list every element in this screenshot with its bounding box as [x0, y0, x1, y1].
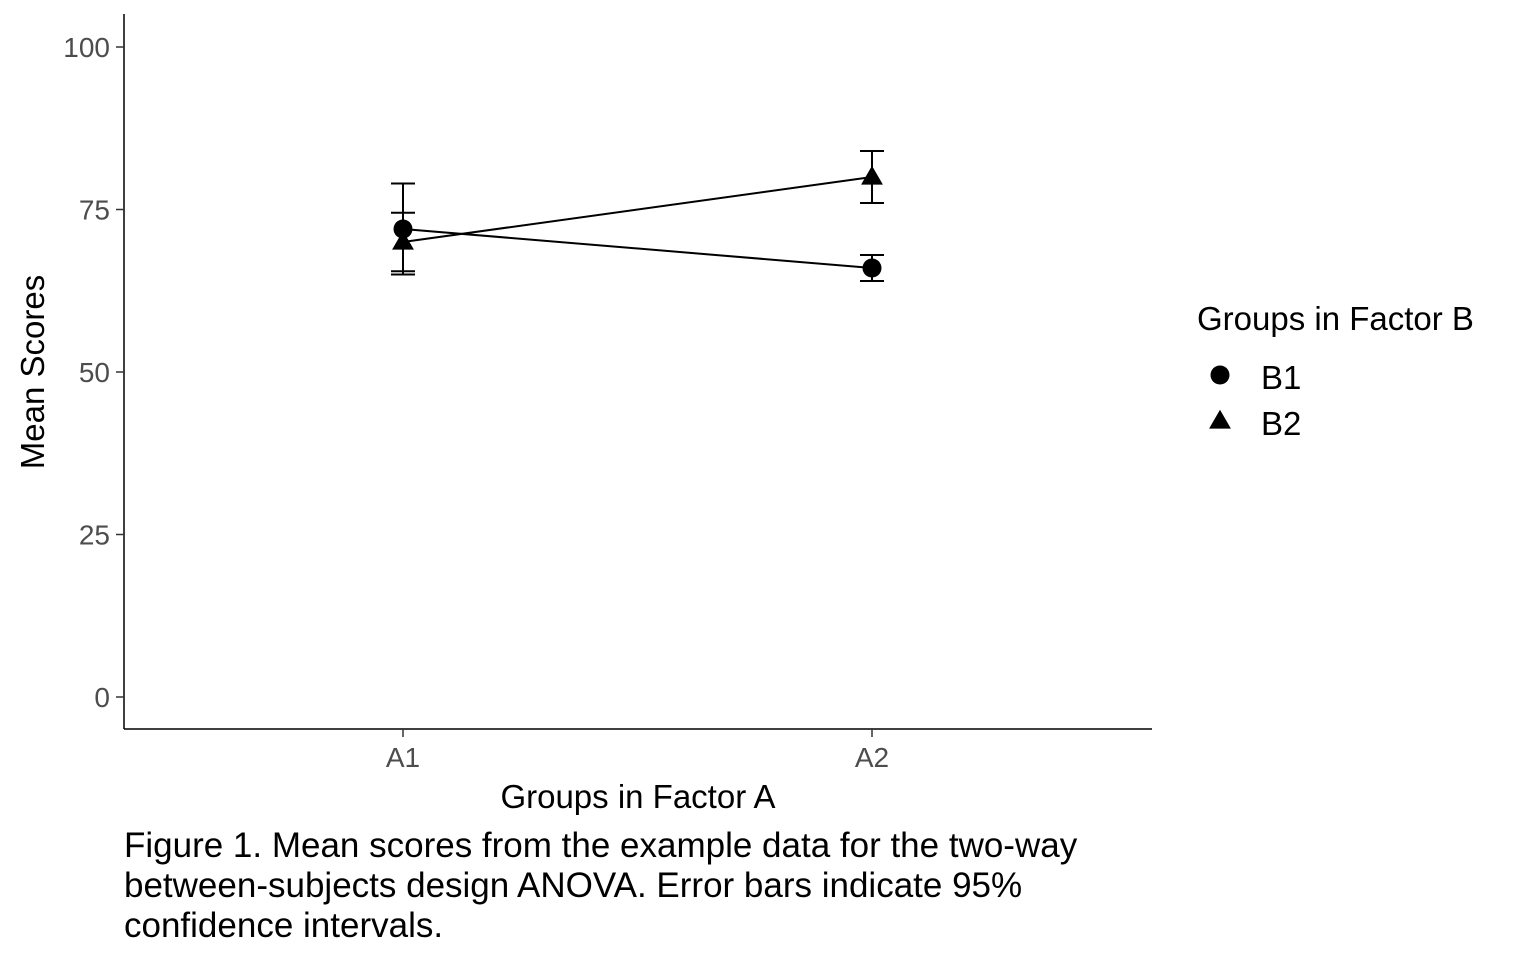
x-axis-title: Groups in Factor A: [500, 778, 775, 815]
data-point-b2-a2: [861, 165, 883, 185]
data-point-b1-a2: [862, 258, 882, 278]
legend-key-b1: [1210, 365, 1230, 385]
series-line-b2: [402, 176, 873, 243]
x-tick-label: A1: [386, 742, 420, 773]
y-axis-title: Mean Scores: [14, 275, 51, 469]
legend-key-b2: [1209, 409, 1231, 429]
y-tick-label: 100: [63, 32, 110, 63]
y-tick-label: 50: [79, 357, 110, 388]
axes: [123, 14, 1152, 730]
y-tick-label: 25: [79, 520, 110, 551]
y-tick-label: 0: [94, 682, 110, 713]
legend-item-b1: B1: [1210, 359, 1301, 396]
legend-title: Groups in Factor B: [1197, 300, 1474, 337]
y-tick-label: 75: [79, 195, 110, 226]
figure-caption: Figure 1. Mean scores from the example d…: [124, 826, 1078, 945]
x-ticks: A1 A2: [386, 729, 889, 773]
error-bars: [391, 150, 884, 282]
legend-label: B1: [1261, 359, 1301, 396]
data-points: [392, 165, 883, 278]
data-point-b2-a1: [392, 230, 414, 250]
legend-item-b2: B2: [1209, 405, 1301, 442]
series-lines: [402, 176, 873, 269]
legend-label: B2: [1261, 405, 1301, 442]
series-line-b1: [402, 228, 873, 269]
x-tick-label: A2: [855, 742, 889, 773]
legend: Groups in Factor B B1 B2: [1197, 300, 1474, 442]
data-point-b1-a1: [393, 219, 413, 239]
y-ticks: 0 25 50 75 100: [63, 32, 124, 713]
